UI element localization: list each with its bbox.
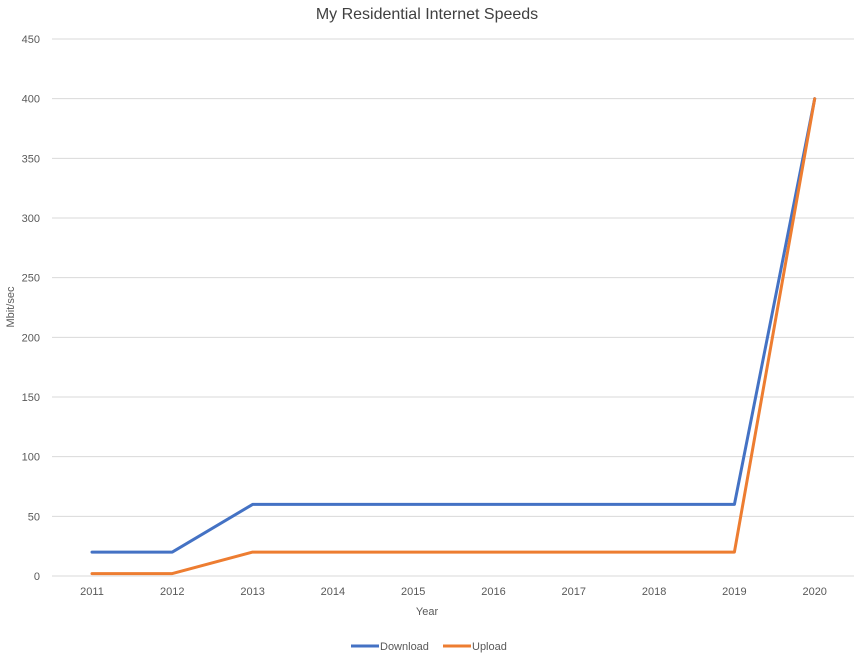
- y-tick-label: 250: [22, 273, 40, 285]
- y-tick-label: 200: [22, 332, 40, 344]
- y-tick-label: 100: [22, 452, 40, 464]
- x-tick-label: 2017: [562, 586, 586, 598]
- y-tick-label: 150: [22, 392, 40, 404]
- legend-label-download: Download: [380, 641, 429, 653]
- y-tick-label: 300: [22, 213, 40, 225]
- x-tick-label: 2013: [240, 586, 264, 598]
- y-tick-label: 400: [22, 94, 40, 106]
- y-tick-label: 450: [22, 34, 40, 46]
- x-tick-label: 2011: [80, 586, 104, 598]
- x-tick-label: 2015: [401, 586, 425, 598]
- y-tick-label: 50: [28, 511, 40, 523]
- series-line-upload: [90, 97, 817, 576]
- x-tick-label: 2014: [321, 586, 345, 598]
- x-tick-label: 2016: [481, 586, 505, 598]
- x-axis-ticks: 2011 2012 2013 2014 2015 2016 2017 2018 2019 2020: [80, 586, 827, 598]
- legend: Download Upload: [351, 641, 507, 653]
- y-axis-label: Mbit/sec: [5, 286, 17, 327]
- y-tick-label: 350: [22, 153, 40, 165]
- y-axis-ticks: 0 50 100 150 200 250 300 350 400 450: [22, 34, 40, 583]
- x-tick-label: 2018: [642, 586, 666, 598]
- x-tick-label: 2020: [802, 586, 826, 598]
- series-lines: [90, 97, 817, 576]
- x-axis-label: Year: [416, 606, 439, 618]
- series-line-download: [90, 97, 817, 554]
- legend-label-upload: Upload: [472, 641, 507, 653]
- x-tick-label: 2012: [160, 586, 184, 598]
- gridlines: [52, 38, 854, 577]
- x-tick-label: 2019: [722, 586, 746, 598]
- y-tick-label: 0: [34, 571, 40, 583]
- chart-title: My Residential Internet Speeds: [316, 6, 538, 23]
